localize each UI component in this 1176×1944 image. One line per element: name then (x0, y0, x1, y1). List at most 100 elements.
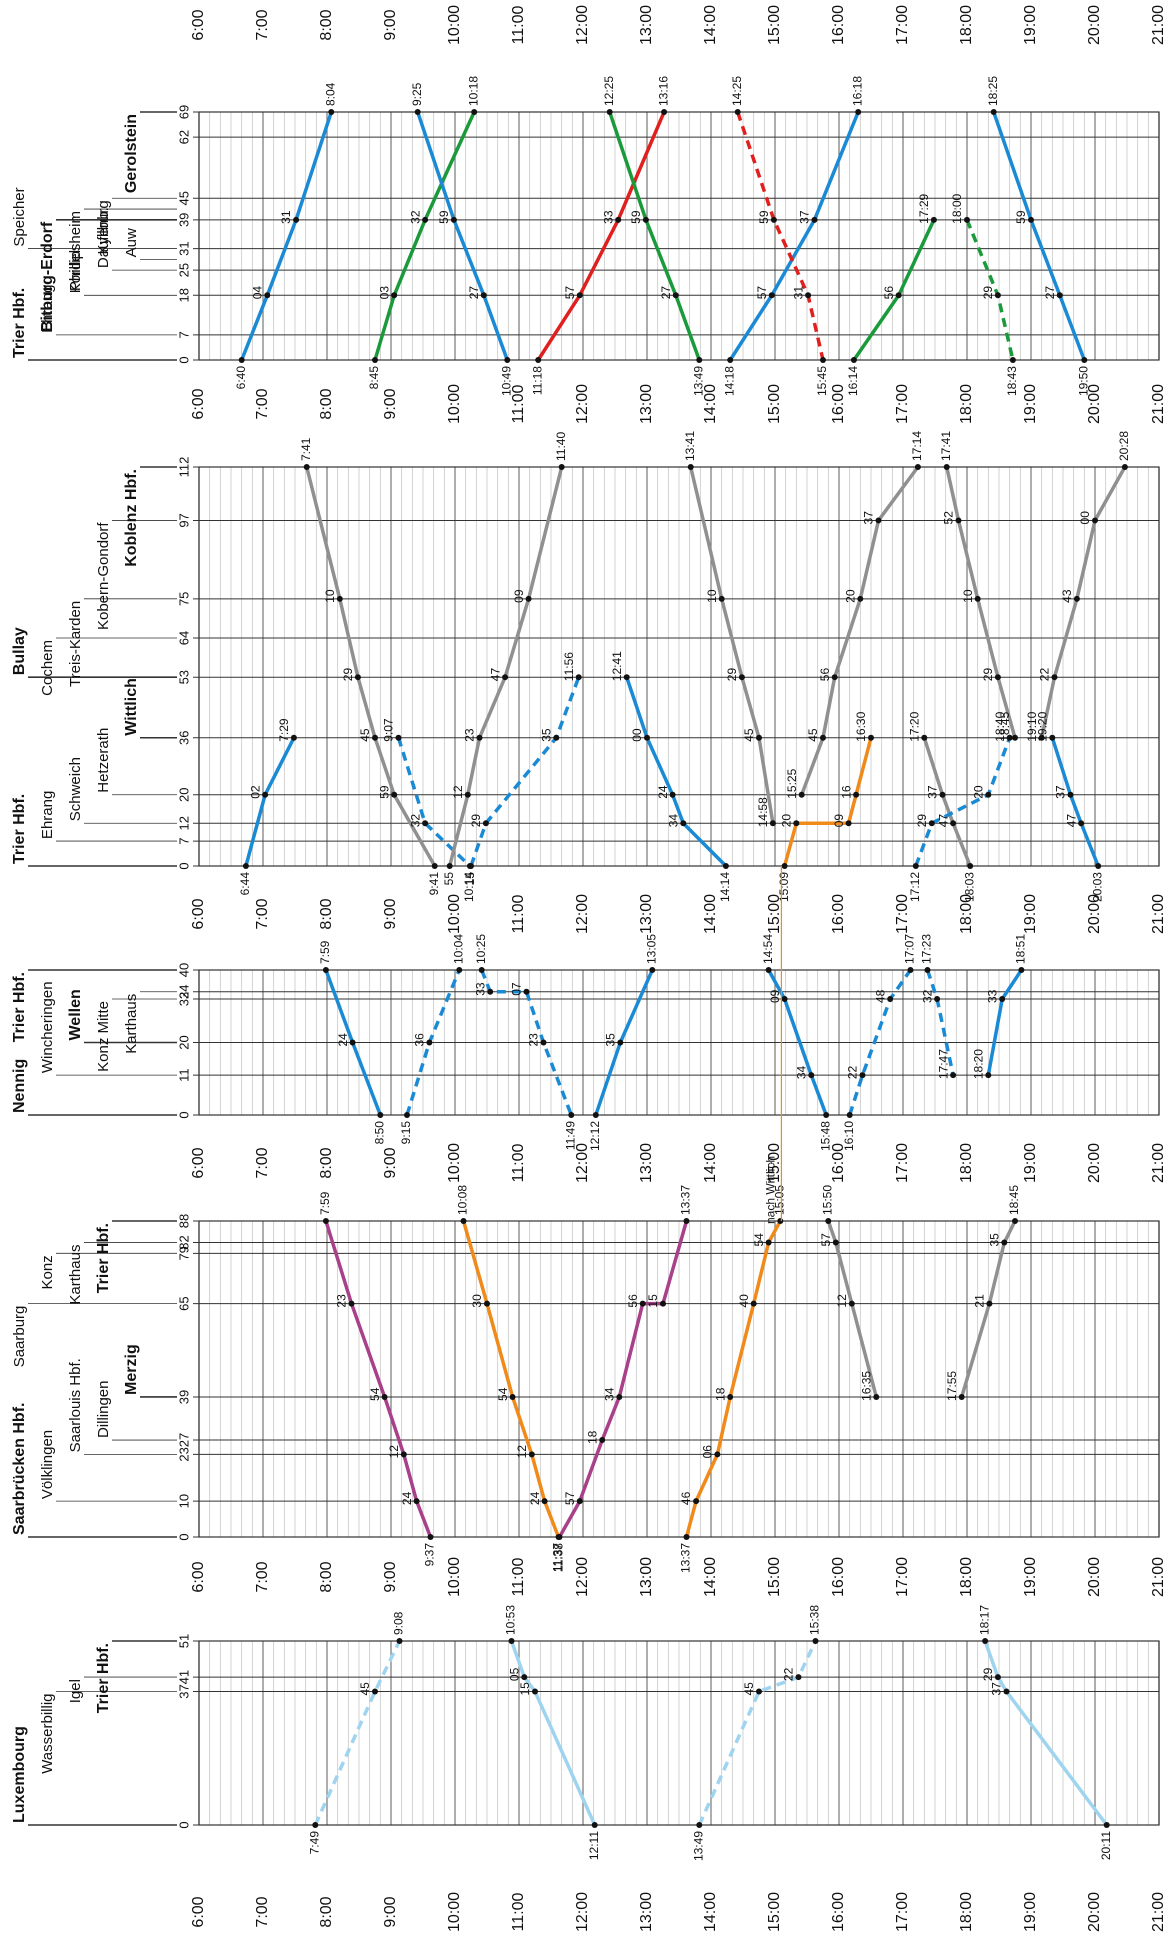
time-label: 17:14 (910, 431, 924, 461)
time-label: 46 (679, 1491, 693, 1505)
stop-dot (541, 1498, 548, 1505)
stop-dot (615, 216, 622, 223)
stop-dot (242, 863, 249, 869)
stop-dot (955, 517, 962, 524)
time-tick-label: 13:00 (638, 1557, 655, 1597)
time-tick-label: 14:00 (702, 1892, 719, 1932)
time-tick-label: 13:00 (638, 5, 655, 45)
time-label: 37 (990, 1682, 1004, 1696)
time-label: 19:20 (1035, 711, 1049, 741)
time-label: 11:38 (552, 1543, 566, 1572)
time-tick-label: 17:00 (894, 1557, 911, 1597)
time-tick-label: 21:00 (1150, 5, 1167, 45)
time-tick-label: 12:00 (574, 1143, 591, 1183)
station-name: Bullay (11, 627, 28, 675)
time-label: 18 (585, 1430, 599, 1444)
time-label: 17:55 (945, 1371, 959, 1401)
stop-dot (502, 674, 509, 681)
time-tick-label: 11:00 (510, 5, 527, 44)
time-label: 9:07 (382, 718, 396, 742)
time-label: 7:59 (318, 1191, 332, 1215)
stop-dot (446, 863, 453, 869)
time-label: 33 (473, 982, 487, 996)
stop-dot (1028, 216, 1034, 223)
stop-dot (348, 1300, 355, 1307)
time-label: 11:56 (562, 652, 576, 681)
stop-dot (426, 1039, 433, 1046)
time-tick-label: 8:00 (318, 1896, 335, 1927)
station-name: Wincheringen (39, 981, 56, 1073)
stop-dot (974, 595, 981, 602)
stop-dot (875, 517, 882, 524)
time-tick-label: 13:00 (638, 1143, 655, 1183)
time-label: 32 (408, 814, 422, 828)
time-tick-label: 14:00 (702, 1143, 719, 1183)
time-label: 17:41 (939, 431, 953, 461)
time-label: 15:38 (808, 1605, 822, 1635)
time-tick-label: 10:00 (446, 1143, 463, 1183)
stop-dot (480, 292, 487, 299)
station-name: Wasserbillig (39, 1694, 56, 1774)
stop-dot (1049, 734, 1056, 741)
station-name: Karthaus (67, 1245, 84, 1305)
time-label: 9:25 (410, 82, 424, 106)
stop-dot (768, 292, 775, 299)
stop-dot (509, 1393, 516, 1400)
stop-dot (831, 674, 838, 681)
stop-dot (873, 1393, 880, 1400)
time-label: 56 (818, 668, 832, 682)
time-tick-label: 15:00 (766, 1143, 783, 1183)
time-label: 47 (488, 668, 502, 682)
stop-dot (808, 1072, 815, 1079)
panel-frame (198, 1220, 1160, 1538)
train-path (324, 1220, 433, 1538)
time-label: 16 (839, 785, 853, 799)
train-path (945, 466, 1017, 739)
stop-dot (683, 1218, 690, 1224)
time-label: 22 (846, 1065, 860, 1079)
stop-dot (999, 996, 1006, 1002)
time-tick-label: 21:00 (1150, 384, 1167, 424)
time-label: 10:04 (451, 934, 465, 964)
time-tick-label: 11:00 (510, 384, 527, 423)
station-name: Kobern-Gondorf (95, 522, 112, 630)
stop-dot (471, 109, 478, 115)
time-label: 31 (279, 210, 293, 224)
train-path (1050, 737, 1100, 867)
time-label: 48 (873, 989, 887, 1003)
stop-dot (985, 1072, 992, 1079)
time-label: 8:04 (323, 82, 337, 106)
station-name: Merzig (123, 1344, 140, 1395)
km-tick-label: 11 (176, 1068, 191, 1082)
stop-dot (396, 1638, 403, 1644)
time-label: 07 (510, 982, 524, 996)
km-tick-label: 75 (176, 592, 191, 606)
station-name: Ehrang (39, 791, 56, 839)
train-path (728, 111, 860, 361)
time-label: 11:18 (530, 366, 544, 395)
stop-dot (553, 734, 560, 741)
time-label: 29 (469, 814, 483, 828)
time-label: 37 (862, 511, 876, 525)
time-label: 15:05 (772, 1185, 786, 1215)
time-tick-label: 12:00 (574, 894, 591, 934)
time-tick-label: 17:00 (894, 1892, 911, 1932)
time-label: 24 (400, 1491, 414, 1505)
train-path (697, 1640, 818, 1826)
time-label: 7:49 (307, 1831, 321, 1855)
time-label: 43 (1060, 589, 1074, 603)
time-label: 40 (737, 1294, 751, 1308)
km-tick-label: 31 (176, 241, 191, 255)
train-path (960, 1220, 1017, 1398)
time-tick-label: 20:00 (1086, 1557, 1103, 1597)
time-tick-label: 14:00 (702, 1557, 719, 1597)
stop-dot (924, 967, 931, 973)
time-label: 45 (806, 728, 820, 742)
stop-dot (994, 1674, 1001, 1681)
time-tick-label: 7:00 (254, 1896, 271, 1927)
station-name: Trier Hbf. (11, 288, 28, 358)
time-label: 56 (882, 286, 896, 300)
station-name: Saarbrücken Hbf. (11, 1403, 28, 1535)
time-label: 54 (368, 1387, 382, 1401)
time-label: 29 (341, 668, 355, 682)
